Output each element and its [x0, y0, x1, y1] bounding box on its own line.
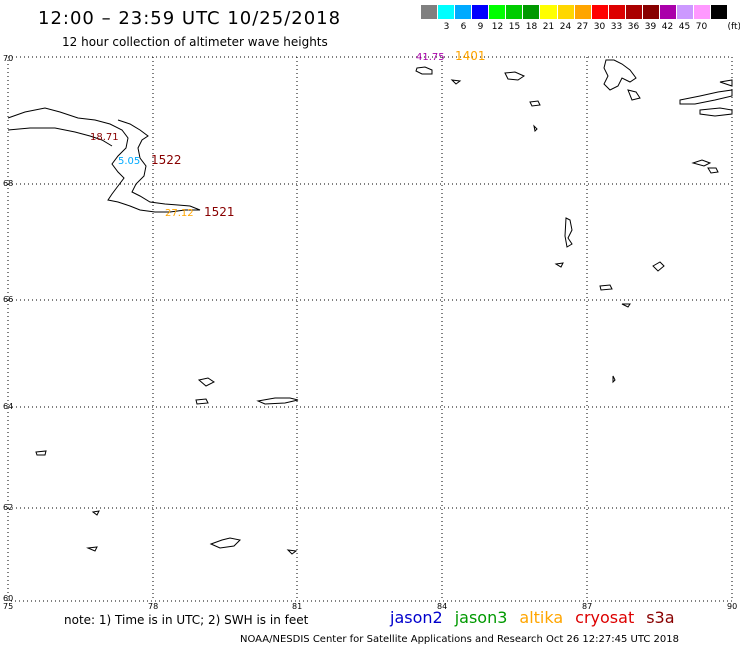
legend-swatch — [506, 5, 524, 19]
legend-label: 3 — [443, 22, 450, 32]
legend-swatch — [676, 5, 694, 19]
legend-label: 42 — [661, 22, 674, 32]
obs-1401: 1401 — [455, 49, 486, 63]
obs-41-75: 41.75 — [416, 52, 445, 63]
latitude-labels: 70 68 66 64 62 60 — [3, 54, 13, 603]
satellite-jason2: jason2 — [390, 608, 443, 627]
legend-swatch — [438, 5, 456, 19]
map-frame — [7, 56, 733, 602]
legend-label: 33 — [610, 22, 623, 32]
lon-label-90: 90 — [727, 602, 737, 611]
legend-unit: (ft) — [727, 22, 740, 32]
legend-swatch — [523, 5, 541, 19]
legend-label: 24 — [559, 22, 572, 32]
page-title: 12:00 – 23:59 UTC 10/25/2018 — [38, 8, 342, 29]
lat-label-64: 64 — [3, 402, 13, 411]
lat-label-62: 62 — [3, 503, 13, 512]
lon-label-84: 84 — [437, 602, 447, 611]
coastlines — [7, 59, 733, 555]
obs-18-71: 18.71 — [90, 132, 119, 143]
legend-swatch — [455, 5, 473, 19]
legend-label: 21 — [542, 22, 555, 32]
legend-swatch — [574, 5, 592, 19]
legend-label: 12 — [491, 22, 504, 32]
grid-lines — [8, 57, 732, 601]
legend-labels: 3 6 9 12 15 18 21 24 27 30 33 36 39 42 45 70 — [421, 22, 727, 32]
legend-swatch — [608, 5, 626, 19]
legend-label: 15 — [508, 22, 521, 32]
obs-27-12: 27.12 — [165, 208, 194, 219]
lat-label-66: 66 — [3, 295, 13, 304]
page-subtitle: 12 hour collection of altimeter wave hei… — [62, 35, 328, 49]
legend-swatch — [540, 5, 558, 19]
legend-swatch — [591, 5, 609, 19]
lon-label-75: 75 — [3, 602, 13, 611]
lon-label-78: 78 — [148, 602, 158, 611]
legend-color-bar — [421, 5, 728, 19]
legend-swatch — [489, 5, 507, 19]
legend-label: 36 — [627, 22, 640, 32]
legend-swatch — [659, 5, 677, 19]
legend-label: 30 — [593, 22, 606, 32]
legend-label: 45 — [678, 22, 691, 32]
footer-note: note: 1) Time is in UTC; 2) SWH is in fe… — [64, 613, 309, 627]
lon-label-81: 81 — [292, 602, 302, 611]
wave-observations: 41.75 1401 18.71 5.05 1522 27.12 1521 — [90, 49, 486, 219]
legend-swatch — [711, 5, 728, 19]
credit-line: NOAA/NESDIS Center for Satellite Applica… — [240, 634, 679, 645]
legend-label: 70 — [695, 22, 708, 32]
satellite-jason3: jason3 — [454, 608, 508, 627]
satellite-s3a: s3a — [646, 608, 675, 627]
obs-1522: 1522 — [151, 153, 182, 167]
legend-swatch — [472, 5, 490, 19]
legend-swatch — [557, 5, 575, 19]
legend-label: 9 — [477, 22, 484, 32]
legend-label: 39 — [644, 22, 657, 32]
legend-label: 27 — [576, 22, 589, 32]
lat-label-70: 70 — [3, 54, 13, 63]
obs-5-05: 5.05 — [118, 156, 140, 167]
legend-swatch — [642, 5, 660, 19]
satellite-legend: jason2 jason3 altika cryosat s3a — [390, 608, 687, 627]
legend-swatch — [625, 5, 643, 19]
lat-label-60: 60 — [3, 594, 13, 603]
lon-label-87: 87 — [582, 602, 592, 611]
legend-label: 6 — [460, 22, 467, 32]
legend-swatch — [694, 5, 712, 19]
legend-swatch — [421, 5, 439, 19]
lat-label-68: 68 — [3, 179, 13, 188]
satellite-altika: altika — [519, 608, 564, 627]
satellite-cryosat: cryosat — [575, 608, 635, 627]
wave-height-legend: 3 6 9 12 15 18 21 24 27 30 33 36 39 42 45 70 (ft) — [421, 5, 740, 32]
legend-label: 18 — [525, 22, 538, 32]
longitude-labels: 75 78 81 84 87 90 — [3, 602, 737, 611]
obs-1521: 1521 — [204, 205, 235, 219]
